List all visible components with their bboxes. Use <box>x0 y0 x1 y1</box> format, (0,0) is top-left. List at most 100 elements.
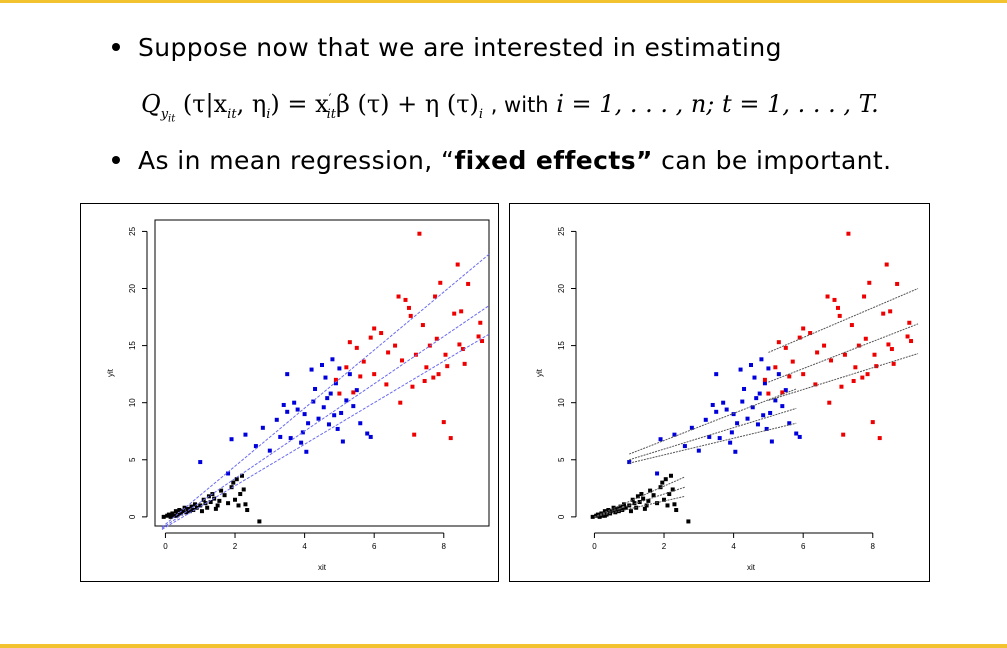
data-point-group1 <box>213 506 218 511</box>
data-point-group2 <box>333 381 338 386</box>
data-point-group2 <box>703 417 708 422</box>
y-tick-label: 0 <box>128 514 137 519</box>
bullet-text-2-post: can be important. <box>652 146 892 175</box>
data-point-group2 <box>764 426 769 431</box>
fit-line <box>161 253 490 528</box>
data-point-group2 <box>229 437 234 442</box>
data-point-group3 <box>837 313 842 318</box>
data-point-group2 <box>325 396 330 401</box>
data-point-group2 <box>281 402 286 407</box>
data-point-group1 <box>615 506 620 511</box>
data-point-group2 <box>769 439 774 444</box>
data-point-group2 <box>762 381 767 386</box>
data-point-group1 <box>215 503 220 508</box>
data-point-group1 <box>674 508 679 513</box>
data-point-group2 <box>267 448 272 453</box>
data-point-group3 <box>853 365 858 370</box>
y-axis-label: yit <box>535 368 544 377</box>
data-point-group2 <box>655 471 660 476</box>
data-point-group2 <box>627 460 632 465</box>
fit-line <box>629 388 797 455</box>
formula-xit-sub: it <box>326 106 336 122</box>
data-point-group1 <box>668 473 673 478</box>
data-point-group2 <box>368 434 373 439</box>
data-point-group3 <box>888 309 893 314</box>
fixed-effects-svg: 0 2 4 6 8 xit 0 5 10 15 20 25 yit <box>535 226 919 572</box>
data-point-group3 <box>842 352 847 357</box>
data-point-group2 <box>332 413 337 418</box>
data-point-group3 <box>849 323 854 328</box>
data-point-group1 <box>597 514 602 519</box>
data-point-group2 <box>757 391 762 396</box>
data-point-group1 <box>648 488 653 493</box>
data-point-group3 <box>863 336 868 341</box>
data-point-group3 <box>448 436 453 441</box>
data-point-group2 <box>696 448 701 453</box>
data-point-group3 <box>386 350 391 355</box>
data-point-group3 <box>406 305 411 310</box>
data-point-group1 <box>170 511 175 516</box>
fit-line <box>629 422 797 464</box>
formula-y-sub: it <box>168 113 176 125</box>
data-point-group2 <box>672 432 677 437</box>
data-point-group2 <box>344 398 349 403</box>
data-point-group2 <box>198 460 203 465</box>
x-tick-label: 8 <box>871 542 876 551</box>
data-point-group3 <box>384 382 389 387</box>
data-point-group1 <box>208 500 213 505</box>
data-point-group2 <box>773 398 778 403</box>
data-point-group3 <box>877 436 882 441</box>
data-point-group2 <box>320 363 324 368</box>
data-point-group2 <box>728 440 733 445</box>
data-point-group3 <box>431 375 436 380</box>
data-point-group3 <box>881 311 886 316</box>
data-point-group1 <box>595 512 600 517</box>
formula-t-range: t = 1, . . . , T. <box>722 90 879 118</box>
data-point-group2 <box>729 430 734 435</box>
data-point-group2 <box>285 372 290 377</box>
data-point-group2 <box>243 432 248 437</box>
x-tick-label: 2 <box>662 542 667 551</box>
data-point-group2 <box>321 405 326 410</box>
data-point-group3 <box>466 281 471 286</box>
data-point-group1 <box>257 519 262 524</box>
data-point-group2 <box>658 437 663 442</box>
data-point-group1 <box>173 509 178 514</box>
data-point-group2 <box>766 366 771 371</box>
top-accent-rule <box>0 0 1007 3</box>
x-axis-label: xit <box>747 563 756 572</box>
fit-line <box>629 407 797 461</box>
data-point-group3 <box>457 342 462 347</box>
fit-line <box>161 305 490 529</box>
y-tick-label: 20 <box>128 284 137 293</box>
data-point-group2 <box>306 421 311 426</box>
data-point-group1 <box>233 497 238 502</box>
data-point-group1 <box>243 502 248 507</box>
data-point-group1 <box>186 506 191 511</box>
fixed-effects-plot: 0 2 4 6 8 xit 0 5 10 15 20 25 yit <box>509 203 930 582</box>
plot-box <box>154 219 490 527</box>
data-point-group3 <box>396 294 401 299</box>
data-point-group2 <box>330 357 335 362</box>
data-point-group2 <box>358 421 363 426</box>
data-point-group3 <box>773 365 778 370</box>
formula-prime: ′ <box>328 92 332 107</box>
data-point-group2 <box>226 471 231 476</box>
data-point-group3 <box>445 364 450 369</box>
y-axis-label: yit <box>106 368 115 377</box>
data-point-group1 <box>611 505 616 510</box>
data-point-group3 <box>846 231 851 236</box>
data-point-group3 <box>351 390 356 395</box>
data-point-group1 <box>628 509 633 514</box>
formula-q: Q <box>141 90 161 118</box>
data-point-group3 <box>358 374 363 379</box>
formula-eq: = x <box>279 90 329 118</box>
data-point-group3 <box>422 378 427 383</box>
data-point-group2 <box>749 363 753 368</box>
data-point-group1 <box>187 509 192 514</box>
data-point-group1 <box>623 505 628 510</box>
data-point-group3 <box>398 400 403 405</box>
data-point-group1 <box>630 497 635 502</box>
fit-line <box>594 495 686 518</box>
data-point-group2 <box>335 426 340 431</box>
